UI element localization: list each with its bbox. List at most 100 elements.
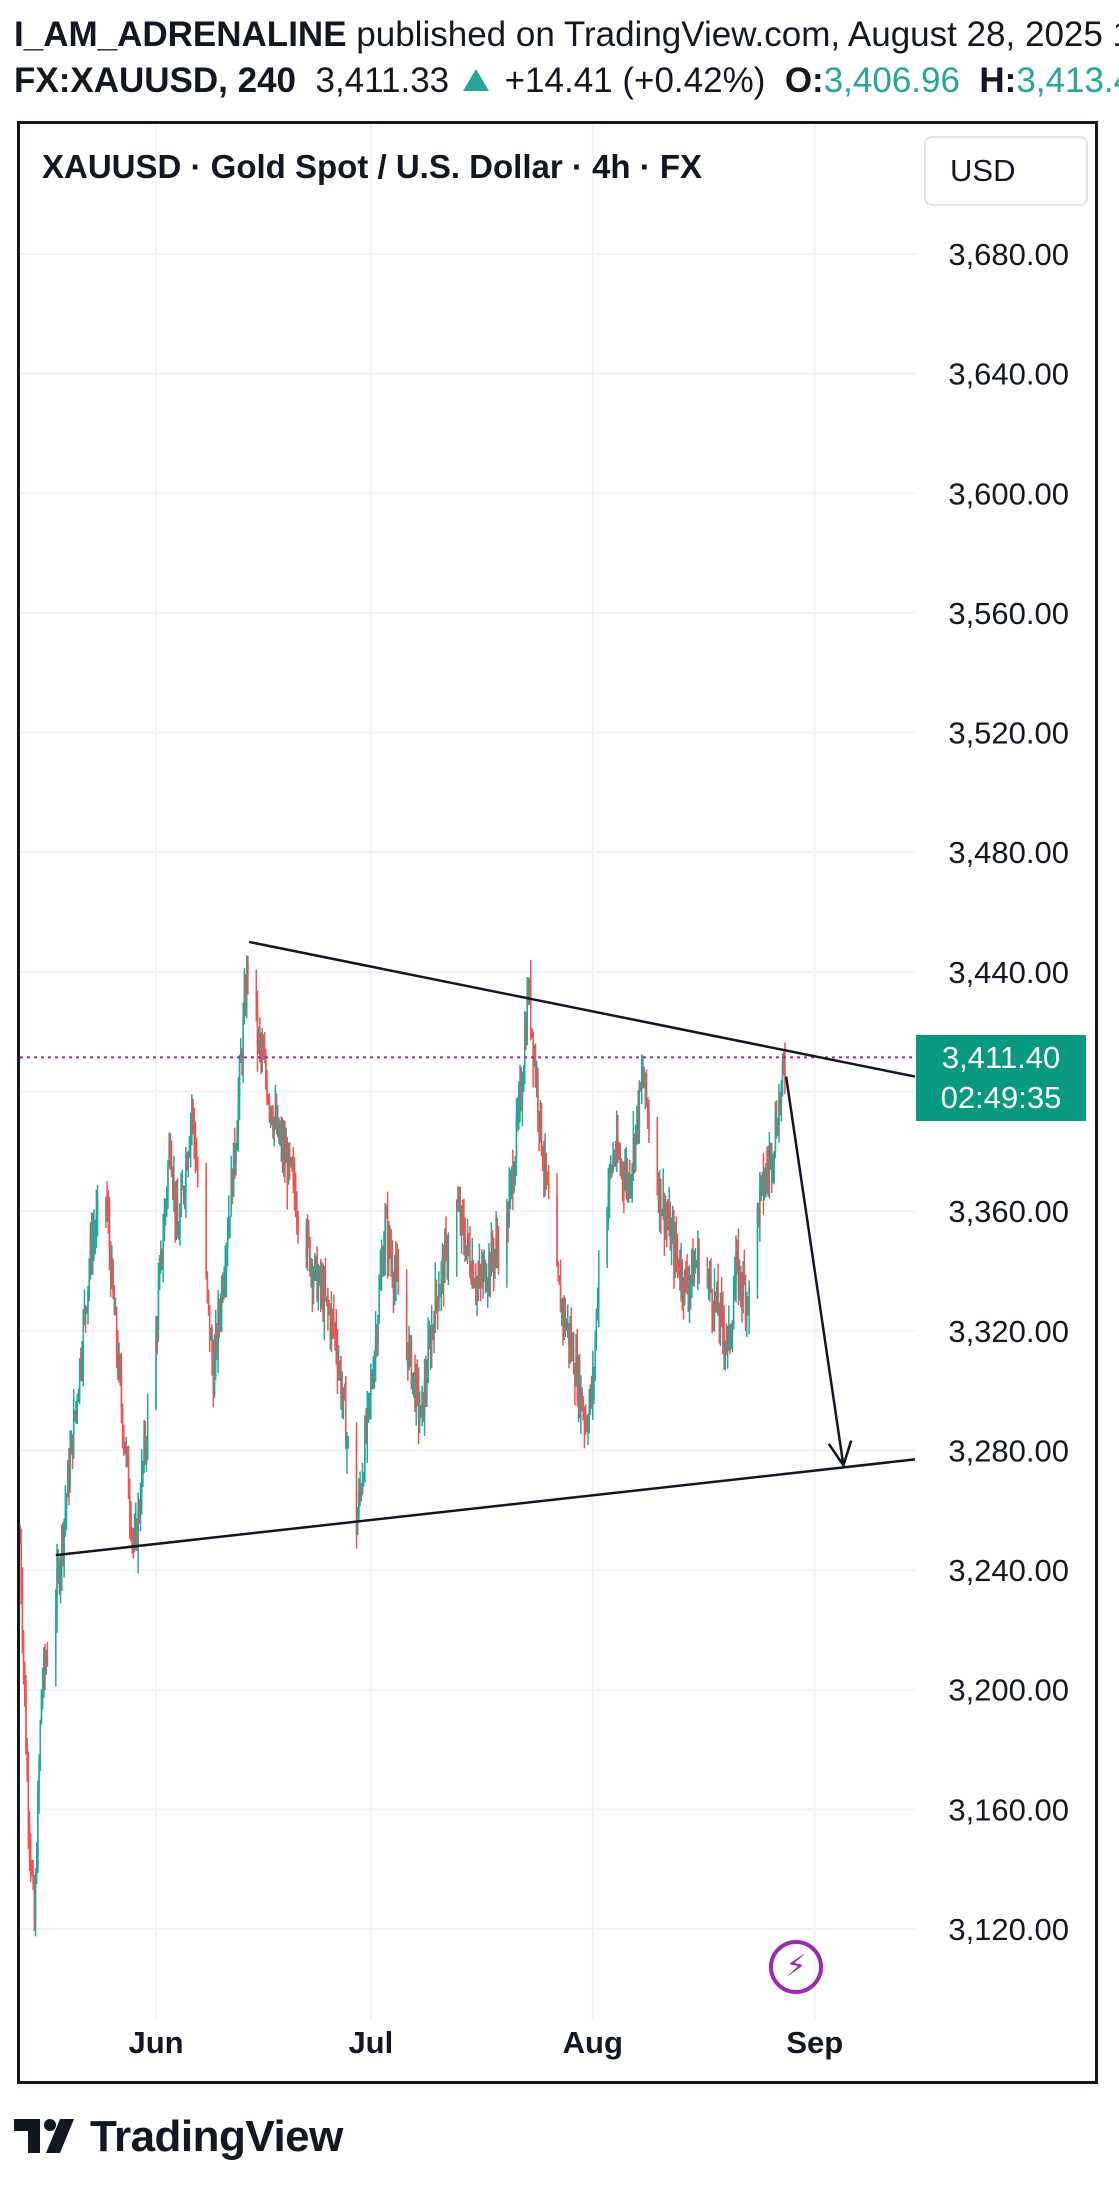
candle-body [45,1661,48,1668]
candle-body [131,1533,133,1536]
candle-body [607,1192,610,1212]
candle-body [572,1343,575,1375]
price-chart[interactable]: 3,680.00 3,640.00 3,600.00 3,560.00 3,520.00… [20,124,1095,2081]
candle-body [421,1392,423,1406]
candle-body [685,1270,687,1276]
candle-body [124,1442,126,1453]
candle-body [238,1062,241,1097]
candle-body [376,1335,378,1343]
author-name[interactable]: I_AM_ADRENALINE [14,15,347,54]
candle-body [592,1377,594,1399]
candle-body [515,1116,518,1160]
candle-body [520,1084,522,1105]
candle-body [29,1845,32,1868]
candle-body [120,1376,123,1408]
candle-body [477,1281,479,1283]
candle-body [779,1100,781,1104]
candle-body [569,1332,571,1346]
currency-button[interactable]: USD [924,136,1088,206]
candle-body [272,1120,274,1131]
candle-body [208,1305,211,1340]
candle-body [393,1276,396,1290]
lightning-icon[interactable]: ⚡ [769,1940,823,1994]
candle-body [316,1257,318,1299]
candle-body [389,1231,391,1253]
candle-body [343,1388,346,1398]
candle-body [169,1145,172,1158]
candle-body [282,1144,285,1158]
candle-body [325,1296,328,1299]
candle-body [430,1328,433,1356]
candle-body [574,1374,576,1385]
candle-body [422,1392,425,1418]
candle-body [32,1871,34,1884]
candle-body [59,1565,62,1586]
candle-body [133,1538,136,1542]
y-tick-label: 3,600.00 [948,476,1069,511]
candle-body [186,1161,188,1169]
candle-body [340,1368,342,1399]
candle-body [414,1372,416,1407]
candle-body [724,1343,727,1347]
candle-body [586,1424,588,1428]
candle-body [648,1111,650,1130]
candle-body [356,1514,359,1535]
candle-body [630,1178,632,1190]
candle-body [117,1350,119,1372]
tradingview-logo[interactable]: TradingView [14,2112,343,2162]
candle-body [442,1257,445,1283]
candle-body [621,1165,624,1178]
candle-body [768,1156,771,1173]
candle-body [229,1216,231,1219]
candle-body [305,1226,308,1257]
candle-body [77,1393,80,1402]
candle-body [119,1358,121,1377]
candle-body [182,1188,185,1196]
candle-body [575,1355,577,1385]
last-price-value: 3,411.40 [941,1040,1061,1075]
candle-body [535,1076,538,1080]
candle-body [658,1179,661,1207]
candle-body [461,1210,464,1221]
candle-body [429,1340,432,1356]
candle-body [735,1253,737,1283]
candle-body [260,1040,262,1053]
candle-body [214,1331,217,1355]
candle-body [695,1265,698,1267]
candle-body [20,1540,21,1542]
candle-body [168,1145,170,1166]
candle-body [417,1383,420,1418]
y-tick-label: 3,200.00 [948,1673,1069,1708]
candle-body [612,1157,614,1170]
candle-body [663,1194,666,1231]
candle-body [527,993,530,997]
y-tick-label: 3,440.00 [948,955,1069,990]
candle-body [386,1216,389,1256]
candle-body [760,1179,762,1189]
candle-body [726,1330,729,1344]
candle-body [666,1216,668,1222]
candle-body [731,1326,734,1335]
candle-body [688,1285,691,1297]
candle-body [529,983,532,1029]
candle-body [68,1467,70,1487]
candle-body [267,1098,269,1101]
candle-body [732,1300,735,1327]
price-change: +14.41 (+0.42%) [504,61,766,100]
candle-body [366,1403,369,1437]
candle-body [571,1343,574,1352]
candle-body [708,1273,711,1279]
candle-body [92,1237,94,1257]
candle-body [339,1367,341,1369]
candle-body [242,1018,244,1063]
candle-body [175,1202,178,1221]
candle-body [380,1261,383,1275]
candle-body [416,1373,419,1384]
candle-body [231,1173,234,1197]
candle-body [639,1085,642,1089]
candle-body [769,1147,772,1157]
candle-body [540,1104,543,1151]
candle-body [761,1173,764,1180]
candle-body [135,1523,137,1539]
candle-body [581,1389,583,1410]
